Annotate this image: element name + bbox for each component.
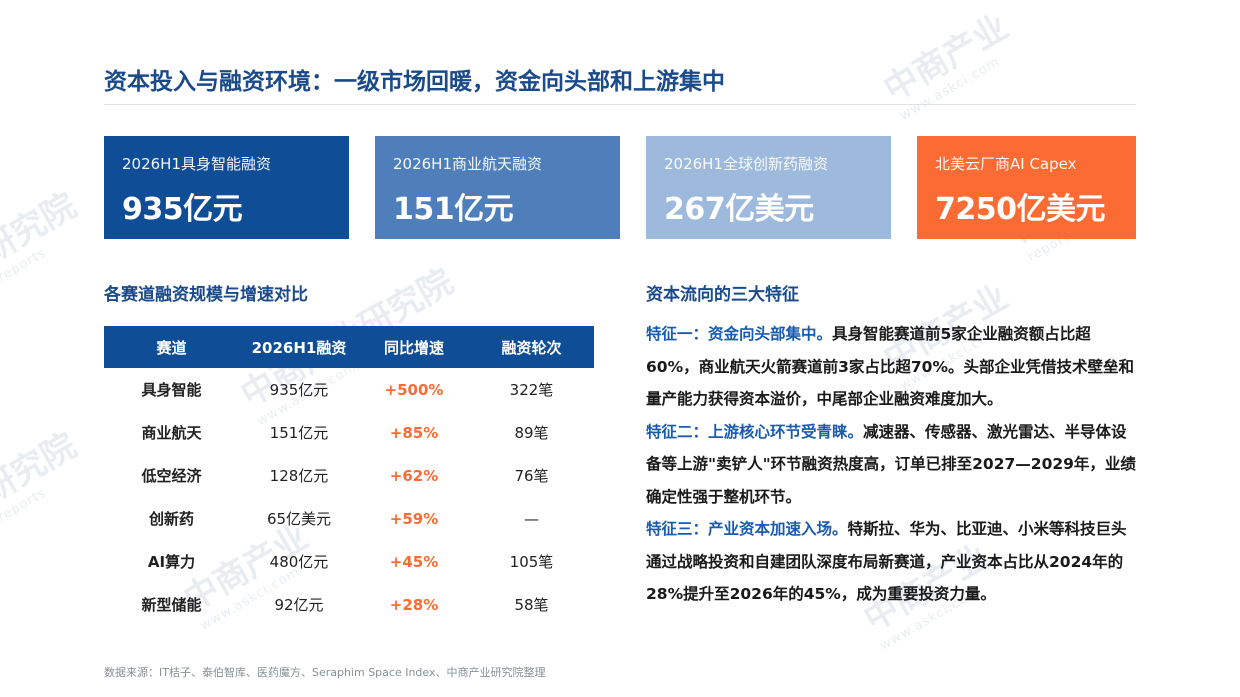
table-row: 新型储能 92亿元 +28% 58笔 — [104, 583, 594, 626]
kpi-card-ai-capex: 北美云厂商AI Capex 7250亿美元 — [917, 136, 1136, 239]
page-title: 资本投入与融资环境：一级市场回暖，资金向头部和上游集中 — [104, 69, 725, 95]
table-cell-rounds: 322笔 — [509, 381, 554, 399]
kpi-label: 2026H1全球创新药融资 — [664, 155, 828, 173]
table-cell-growth: +28% — [389, 595, 439, 614]
feature-text: 减速器、传感器、激光雷达、半导体设备等上游"卖铲人"环节融资热度高，订单已排至2… — [646, 422, 1136, 506]
feature-paragraph: 特征三：产业资本加速入场。特斯拉、华为、比亚迪、小米等科技巨头通过战略投资和自建… — [646, 513, 1140, 611]
column-header: 赛道 — [104, 326, 239, 368]
financing-comparison-table: 赛道 2026H1融资 同比增速 融资轮次 具身智能 935亿元 +500% 3… — [104, 326, 594, 626]
table-cell-sector: AI算力 — [147, 553, 196, 571]
table-row: AI算力 480亿元 +45% 105笔 — [104, 540, 594, 583]
data-source-note: 数据来源：IT桔子、泰伯智库、医药魔方、Seraphim Space Index… — [104, 666, 546, 679]
kpi-card-innovative-drugs: 2026H1全球创新药融资 267亿美元 — [646, 136, 891, 239]
table-cell-sector: 具身智能 — [141, 381, 202, 399]
feature-list: 特征一：资金向头部集中。具身智能赛道前5家企业融资额占比超60%，商业航天火箭赛… — [646, 318, 1140, 611]
table-cell-growth: +85% — [389, 423, 439, 442]
column-header: 同比增速 — [359, 326, 469, 368]
title-divider — [104, 104, 1136, 105]
kpi-card-commercial-space: 2026H1商业航天融资 151亿元 — [375, 136, 620, 239]
table-cell-sector: 低空经济 — [141, 467, 202, 485]
table-cell-growth: +62% — [389, 466, 439, 485]
kpi-card-embodied-ai: 2026H1具身智能融资 935亿元 — [104, 136, 349, 239]
table-cell-rounds: 89笔 — [514, 424, 549, 442]
table-cell-amount: 480亿元 — [269, 553, 329, 571]
table-cell-growth: +45% — [389, 552, 439, 571]
feature-paragraph: 特征二：上游核心环节受青睐。减速器、传感器、激光雷达、半导体设备等上游"卖铲人"… — [646, 416, 1140, 514]
feature-text: 特斯拉、华为、比亚迪、小米等科技巨头通过战略投资和自建团队深度布局新赛道，产业资… — [646, 520, 1127, 603]
kpi-label: 2026H1具身智能融资 — [122, 155, 271, 173]
table-cell-sector: 新型储能 — [141, 596, 202, 614]
table-cell-amount: 128亿元 — [269, 467, 329, 485]
table-cell-growth: +500% — [384, 380, 444, 399]
kpi-label: 2026H1商业航天融资 — [393, 155, 542, 173]
kpi-label: 北美云厂商AI Capex — [935, 155, 1077, 173]
table-cell-amount: 65亿美元 — [266, 510, 332, 528]
table-cell-rounds: 76笔 — [514, 467, 549, 485]
kpi-value: 7250亿美元 — [935, 192, 1106, 227]
table-cell-amount: 151亿元 — [269, 424, 329, 442]
feature-title: 特征二：上游核心环节受青睐。 — [646, 422, 864, 441]
table-cell-amount: 92亿元 — [274, 596, 324, 614]
table-cell-rounds: 105笔 — [509, 553, 554, 571]
table-cell-amount: 935亿元 — [269, 381, 329, 399]
feature-title: 特征一：资金向头部集中。 — [646, 325, 833, 343]
table-cell-rounds: — — [524, 509, 539, 528]
table-cell-sector: 商业航天 — [141, 424, 202, 442]
table-cell-growth: +59% — [389, 509, 439, 528]
table-row: 创新药 65亿美元 +59% — — [104, 497, 594, 540]
feature-text: 具身智能赛道前5家企业融资额占比超60%，商业航天火箭赛道前3家占比超70%。头… — [646, 325, 1134, 408]
feature-paragraph: 特征一：资金向头部集中。具身智能赛道前5家企业融资额占比超60%，商业航天火箭赛… — [646, 318, 1140, 416]
column-header: 融资轮次 — [469, 326, 594, 368]
table-cell-sector: 创新药 — [148, 510, 194, 528]
table-header-row: 赛道 2026H1融资 同比增速 融资轮次 — [104, 326, 594, 368]
section-title-features: 资本流向的三大特征 — [646, 285, 799, 305]
column-header: 2026H1融资 — [239, 326, 359, 368]
kpi-value: 151亿元 — [393, 192, 514, 227]
kpi-value: 935亿元 — [122, 192, 243, 227]
table-row: 低空经济 128亿元 +62% 76笔 — [104, 454, 594, 497]
table-cell-rounds: 58笔 — [514, 596, 549, 614]
table-row: 商业航天 151亿元 +85% 89笔 — [104, 411, 594, 454]
kpi-value: 267亿美元 — [664, 192, 814, 227]
section-title-comparison: 各赛道融资规模与增速对比 — [104, 285, 308, 305]
table-row: 具身智能 935亿元 +500% 322笔 — [104, 368, 594, 411]
feature-title: 特征三：产业资本加速入场。 — [646, 520, 848, 538]
